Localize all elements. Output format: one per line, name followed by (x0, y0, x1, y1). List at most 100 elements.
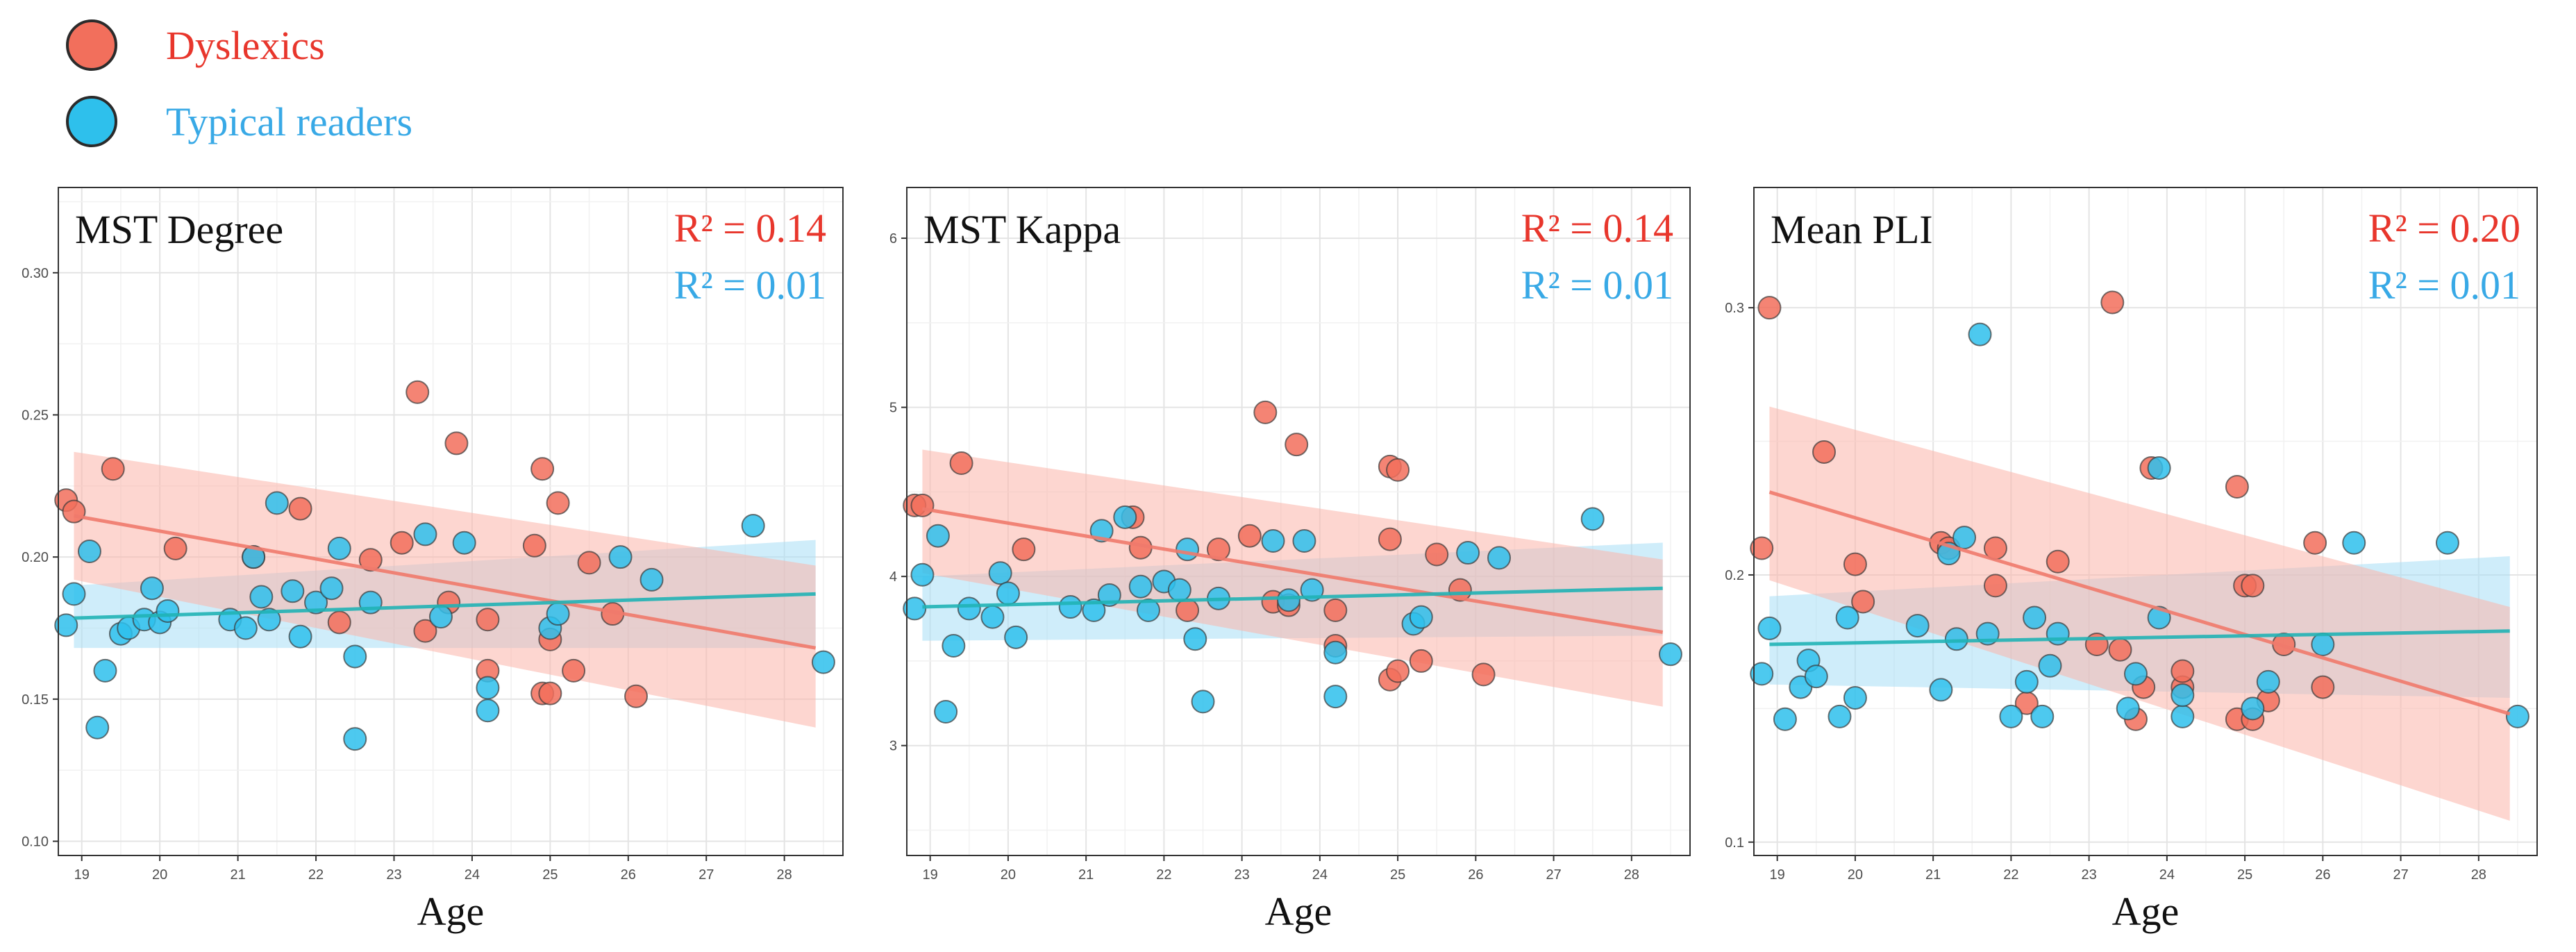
data-point-dyslexics (1851, 590, 1875, 614)
data-point-typical-readers (2171, 704, 2195, 728)
data-point-typical-readers (140, 576, 164, 601)
data-point-typical-readers (1905, 614, 1930, 638)
data-point-dyslexics (577, 551, 601, 575)
data-point-dyslexics (949, 451, 973, 475)
data-point-typical-readers (1191, 690, 1215, 714)
data-point-dyslexics (101, 457, 125, 481)
data-point-typical-readers (903, 596, 927, 621)
data-point-typical-readers (608, 545, 633, 569)
data-point-typical-readers (319, 576, 344, 601)
fit-line-dyslexics (922, 507, 1664, 634)
y-tick-label: 0.2 (1725, 568, 1744, 583)
data-point-typical-readers (1128, 574, 1153, 599)
data-point-dyslexics (62, 499, 86, 524)
data-point-typical-readers (1658, 642, 1682, 667)
x-tick-label: 27 (2393, 867, 2408, 883)
data-point-typical-readers (2256, 669, 2280, 694)
data-point-typical-readers (1952, 526, 1977, 550)
data-point-dyslexics (1843, 552, 1867, 576)
data-point-typical-readers (2123, 662, 2148, 686)
data-point-typical-readers (1843, 685, 1867, 710)
x-tick-label: 19 (1770, 867, 1785, 883)
data-point-typical-readers (93, 658, 117, 683)
data-point-dyslexics (476, 608, 500, 632)
data-point-dyslexics (1206, 537, 1230, 562)
data-point-typical-readers (327, 536, 351, 560)
data-point-typical-readers (156, 599, 180, 623)
r2-annotation-typical-readers: R² = 0.01 (1521, 262, 1673, 308)
x-tick-label: 20 (1848, 867, 1863, 883)
data-point-typical-readers (996, 581, 1020, 606)
data-point-typical-readers (1999, 704, 2023, 728)
data-point-dyslexics (1983, 574, 2007, 598)
data-point-dyslexics (413, 619, 437, 643)
r2-annotation-typical-readers: R² = 0.01 (2368, 262, 2520, 308)
data-point-typical-readers (1292, 529, 1316, 553)
data-point-typical-readers (1167, 578, 1191, 602)
data-point-typical-readers (1323, 640, 1348, 665)
data-point-typical-readers (265, 491, 289, 515)
data-point-typical-readers (1136, 598, 1160, 622)
x-tick-label: 26 (2315, 867, 2330, 883)
panel-mst-kappa: 19 20 21 22 23 24 25 26 27 28 3 4 5 6 Age MST Kappa R² =… (889, 187, 1691, 934)
data-point-typical-readers (2342, 531, 2366, 555)
y-tick-label: 0.25 (22, 408, 49, 423)
data-point-typical-readers (741, 514, 765, 538)
data-point-typical-readers (980, 605, 1005, 629)
data-point-dyslexics (1176, 598, 1200, 622)
x-tick-label: 25 (542, 867, 558, 883)
data-point-typical-readers (85, 715, 110, 740)
data-point-typical-readers (2038, 653, 2062, 678)
data-point-typical-readers (811, 650, 835, 674)
x-tick-label: 23 (386, 867, 401, 883)
y-tick-label: 0.10 (22, 835, 49, 850)
data-point-typical-readers (2171, 683, 2195, 708)
data-point-typical-readers (2505, 704, 2529, 728)
data-point-typical-readers (2046, 621, 2070, 646)
data-point-typical-readers (281, 579, 305, 603)
legend-item-dyslexics: Dyslexics (66, 10, 325, 80)
data-point-typical-readers (926, 524, 950, 548)
data-point-dyslexics (538, 681, 562, 705)
x-tick-label: 25 (2237, 867, 2252, 883)
data-point-dyslexics (163, 536, 187, 560)
data-point-typical-readers (54, 613, 78, 637)
data-point-typical-readers (1773, 707, 1797, 731)
data-point-typical-readers (452, 531, 476, 555)
data-point-typical-readers (2435, 531, 2459, 555)
data-point-dyslexics (1237, 524, 1262, 548)
confidence-band-dyslexics (74, 451, 816, 728)
data-point-typical-readers (1828, 704, 1852, 728)
data-point-typical-readers (1804, 665, 1828, 689)
x-tick-label: 28 (1624, 867, 1639, 883)
data-point-dyslexics (2108, 637, 2132, 662)
data-point-typical-readers (233, 616, 258, 640)
panel-border (1753, 187, 2538, 856)
data-point-typical-readers (1058, 594, 1082, 619)
data-point-dyslexics (1425, 542, 1449, 567)
x-tick-label: 22 (2003, 867, 2018, 883)
data-point-dyslexics (1378, 527, 1402, 551)
panel-border (906, 187, 1691, 856)
data-point-dyslexics (2100, 290, 2125, 315)
data-point-dyslexics (1448, 578, 1472, 602)
x-tick-label: 24 (465, 867, 480, 883)
data-point-typical-readers (942, 634, 966, 658)
data-point-typical-readers (1276, 588, 1300, 612)
x-axis-label: Age (417, 889, 485, 934)
data-point-dyslexics (1253, 400, 1278, 424)
data-point-typical-readers (957, 596, 981, 621)
data-point-typical-readers (2241, 696, 2265, 721)
data-point-typical-readers (428, 605, 453, 629)
data-point-typical-readers (1944, 627, 1968, 651)
data-point-typical-readers (1409, 605, 1433, 629)
chart-panels: 19 20 21 22 23 24 25 26 27 280.100.150.200.250.30… (22, 187, 2538, 934)
legend: Dyslexics Typical readers (0, 0, 833, 167)
y-tick-label: 0.20 (22, 550, 49, 565)
r2-annotation-dyslexics: R² = 0.14 (1521, 206, 1673, 251)
fit-line-typical-readers (74, 592, 816, 620)
data-point-typical-readers (2030, 704, 2055, 728)
legend-item-typical-readers: Typical readers (66, 87, 412, 156)
data-point-typical-readers (1487, 546, 1512, 570)
data-point-typical-readers (413, 522, 437, 546)
